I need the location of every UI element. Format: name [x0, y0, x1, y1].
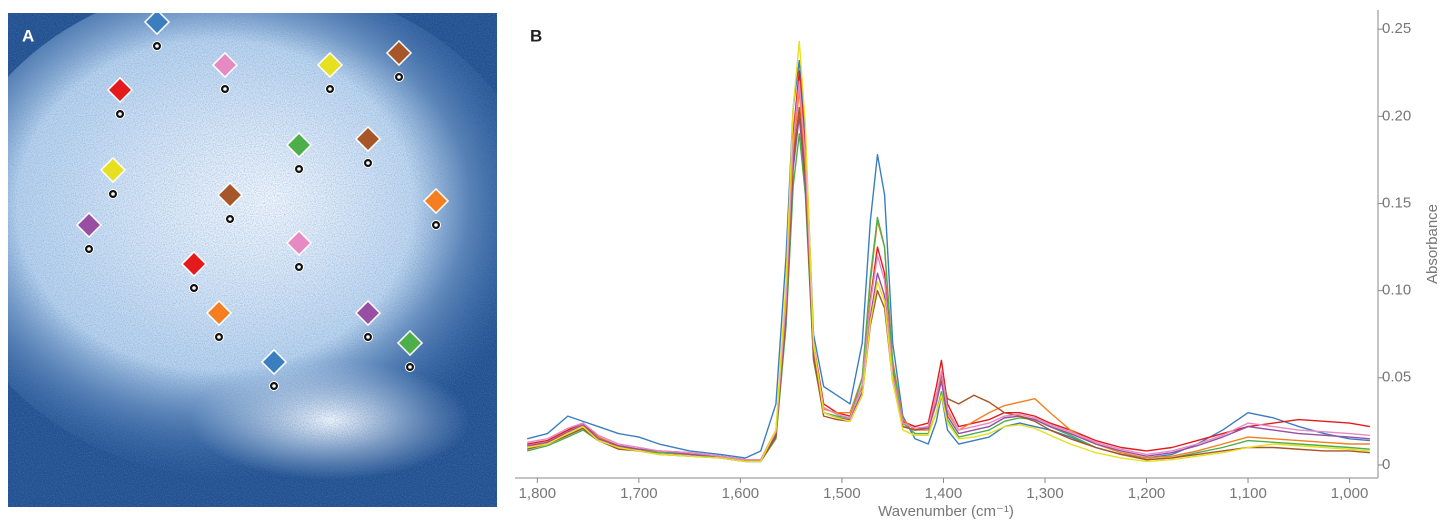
y-tick-label: 0.05	[1382, 369, 1411, 386]
marker-point-center	[223, 87, 227, 91]
marker-point-center	[297, 265, 301, 269]
marker-diamond	[106, 76, 134, 104]
panel-label: B	[530, 26, 542, 45]
marker-diamond	[354, 299, 382, 327]
marker-diamond	[316, 51, 344, 79]
spectrum-line	[527, 106, 1370, 463]
marker-diamond	[354, 125, 382, 153]
y-tick-label: 0	[1382, 456, 1390, 473]
x-tick-label: 1,400	[925, 485, 963, 502]
marker-diamond	[75, 211, 103, 239]
y-tick-label: 0.15	[1382, 194, 1411, 211]
marker-point-center	[297, 167, 301, 171]
spectrum-line	[527, 115, 1370, 461]
plot-area	[527, 40, 1370, 463]
marker-diamond	[143, 13, 171, 36]
x-tick-label: 1,200	[1128, 485, 1166, 502]
marker-point-center	[272, 384, 276, 388]
x-tick-label: 1,800	[519, 485, 557, 502]
marker-point-center	[228, 217, 232, 221]
x-axis-title: Wavenumber (cm⁻¹)	[878, 503, 1014, 520]
spectrum-line	[527, 80, 1370, 461]
marker-point-center	[366, 161, 370, 165]
marker-diamond	[180, 250, 208, 278]
image-noise	[8, 13, 497, 507]
x-tick-label: 1,300	[1026, 485, 1064, 502]
marker-point-center	[408, 365, 412, 369]
marker-diamond	[385, 39, 413, 67]
x-tick-label: 1,500	[823, 485, 861, 502]
x-tick-label: 1,100	[1229, 485, 1267, 502]
marker-point-center	[217, 335, 221, 339]
marker-diamond	[422, 187, 450, 215]
marker-group	[75, 13, 450, 391]
marker-diamond	[99, 156, 127, 184]
marker-point-center	[87, 247, 91, 251]
image-panel	[8, 13, 497, 507]
marker-point-center	[328, 87, 332, 91]
marker-point-center	[192, 286, 196, 290]
marker-point-center	[366, 335, 370, 339]
spectrum-line	[527, 40, 1370, 463]
marker-diamond	[216, 181, 244, 209]
y-axis-title: Absorbance	[1424, 204, 1441, 284]
x-tick-label: 1,000	[1331, 485, 1369, 502]
panel-label: A	[22, 26, 34, 45]
marker-diamond	[211, 51, 239, 79]
marker-point-center	[111, 192, 115, 196]
marker-diamond	[260, 348, 288, 376]
marker-diamond	[396, 329, 424, 357]
marker-diamond	[285, 131, 313, 159]
marker-point-center	[397, 75, 401, 79]
spectrum-line	[527, 70, 1370, 461]
marker-diamond	[205, 299, 233, 327]
x-tick-label: 1,700	[620, 485, 658, 502]
marker-point-center	[155, 44, 159, 48]
marker-point-center	[434, 223, 438, 227]
y-tick-label: 0.20	[1382, 107, 1411, 124]
spectrum-line	[527, 89, 1370, 461]
y-tick-label: 0.25	[1382, 20, 1411, 37]
marker-diamond	[285, 229, 313, 257]
marker-point-center	[118, 112, 122, 116]
x-tick-label: 1,600	[722, 485, 760, 502]
y-tick-label: 0.10	[1382, 282, 1411, 299]
spectrum-line	[527, 59, 1370, 459]
